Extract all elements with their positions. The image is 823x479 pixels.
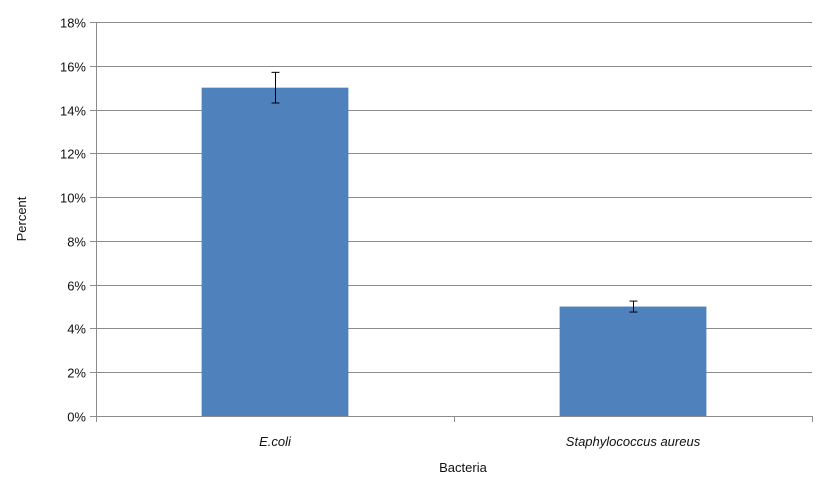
y-tick-label: 16% — [60, 60, 86, 75]
error-bars — [271, 71, 638, 313]
y-tick-label: 0% — [67, 410, 86, 425]
bars — [201, 87, 707, 417]
x-axis-categories: E.coli Staphylococcus aureus — [259, 434, 701, 449]
bar — [559, 306, 707, 416]
y-axis-title: Percent — [14, 196, 29, 241]
bar — [201, 87, 349, 417]
x-axis-title: Bacteria — [439, 460, 487, 475]
y-tick-label: 6% — [67, 279, 86, 294]
y-tick-label: 18% — [60, 16, 86, 31]
y-tick-label: 12% — [60, 147, 86, 162]
axes — [96, 22, 813, 422]
y-tick-label: 14% — [60, 104, 86, 119]
x-category-label: E.coli — [259, 434, 292, 449]
x-category-label: Staphylococcus aureus — [566, 434, 701, 449]
y-tick-label: 10% — [60, 191, 86, 206]
y-tick-label: 2% — [67, 366, 86, 381]
y-axis-ticks: 0% 2% 4% 6% 8% 10% 12% 14% 16% 18% — [60, 16, 96, 425]
y-tick-label: 4% — [67, 322, 86, 337]
y-tick-label: 8% — [67, 235, 86, 250]
